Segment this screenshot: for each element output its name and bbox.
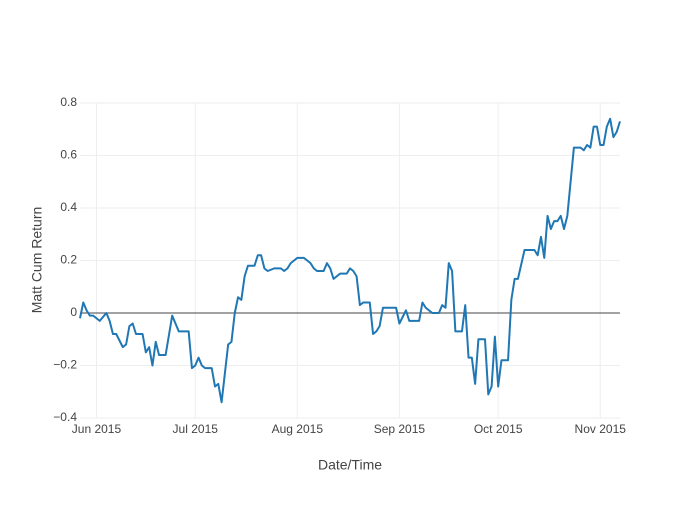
y-axis-title: Matt Cum Return [29,207,45,314]
x-tick-label: Oct 2015 [474,422,523,436]
x-tick-label: Nov 2015 [575,422,627,436]
x-tick-label: Aug 2015 [272,422,324,436]
x-tick-label: Jun 2015 [72,422,122,436]
y-tick-label: −0.2 [53,358,77,372]
x-axis-title: Date/Time [318,457,382,473]
y-tick-label: 0 [70,305,77,319]
data-line [79,117,621,404]
y-tick-label: 0.2 [60,253,77,267]
x-tick-label: Jul 2015 [173,422,219,436]
y-tick-label: −0.4 [53,410,77,424]
y-tick-label: 0.4 [60,200,77,214]
x-tick-label: Sep 2015 [374,422,426,436]
y-tick-label: 0.8 [60,95,77,109]
y-tick-label: 0.6 [60,148,77,162]
